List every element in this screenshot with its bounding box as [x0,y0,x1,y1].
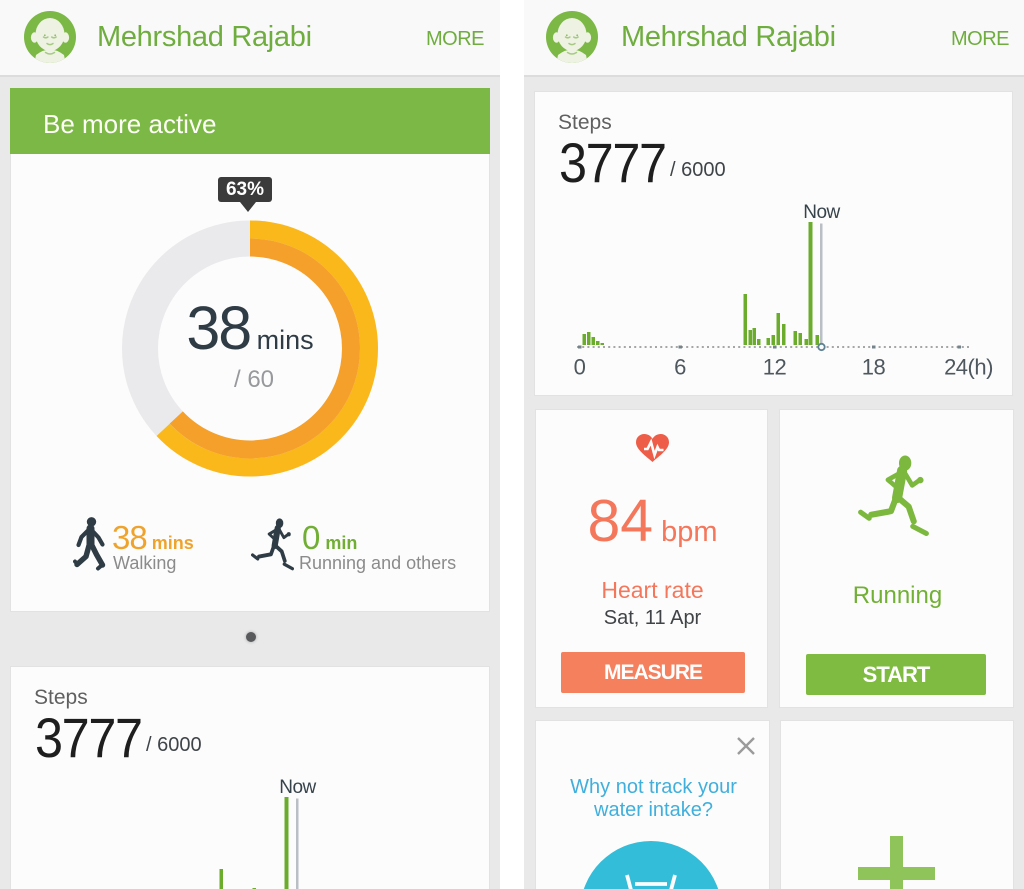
svg-text:Now: Now [803,202,840,223]
svg-text:12: 12 [763,355,787,380]
svg-text:0: 0 [574,355,586,380]
svg-text:Now: Now [279,777,316,798]
svg-text:24(h): 24(h) [944,355,993,380]
svg-text:18: 18 [862,355,886,380]
svg-text:6: 6 [674,355,686,380]
